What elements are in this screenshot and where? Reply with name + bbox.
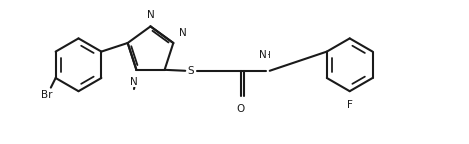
Text: N: N — [179, 28, 187, 38]
Text: N: N — [130, 77, 138, 87]
Text: Br: Br — [41, 90, 53, 100]
Text: O: O — [237, 104, 245, 114]
Text: H: H — [264, 51, 270, 60]
Text: N: N — [147, 10, 154, 20]
Text: N: N — [259, 50, 267, 60]
Text: F: F — [347, 100, 353, 110]
Text: S: S — [188, 66, 194, 76]
